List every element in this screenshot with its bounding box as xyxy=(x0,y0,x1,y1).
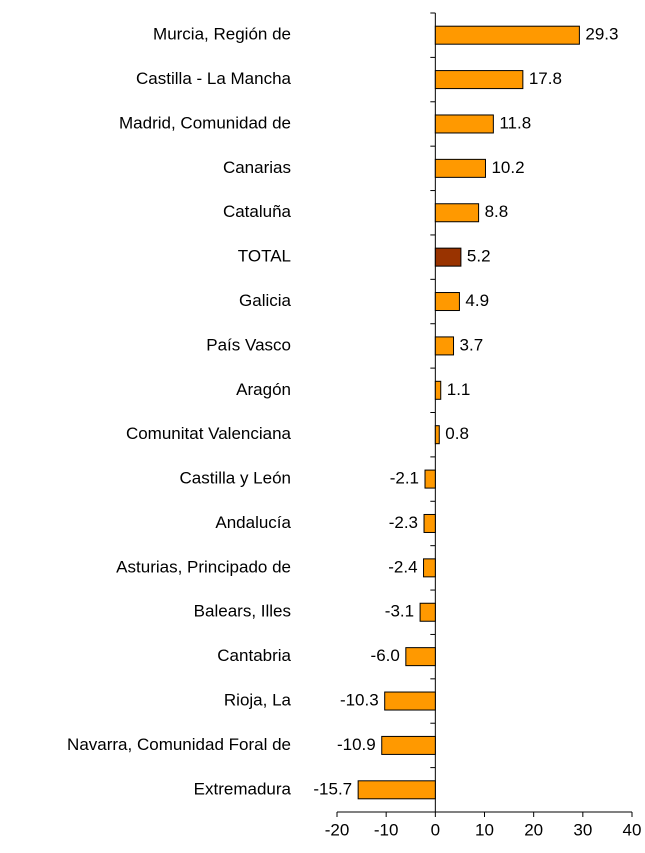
category-label: País Vasco xyxy=(206,335,291,354)
bar xyxy=(434,425,440,445)
bar xyxy=(434,158,486,178)
value-label: 4.9 xyxy=(465,291,489,310)
category-label: Rioja, La xyxy=(224,691,292,710)
bar xyxy=(424,469,436,489)
value-label: -3.1 xyxy=(385,602,414,621)
x-tick-label: 30 xyxy=(573,820,592,839)
value-label: 29.3 xyxy=(585,25,618,44)
bar xyxy=(434,247,462,267)
bar xyxy=(357,780,436,800)
category-label: Madrid, Comunidad de xyxy=(119,113,291,132)
value-label: 17.8 xyxy=(529,69,562,88)
bar xyxy=(434,380,442,400)
category-label: Navarra, Comunidad Foral de xyxy=(67,735,291,754)
bar xyxy=(405,647,436,667)
value-label: 3.7 xyxy=(460,335,484,354)
bar xyxy=(434,292,460,312)
category-label: Castilla y León xyxy=(179,469,291,488)
category-label: Asturias, Principado de xyxy=(116,557,291,576)
category-label: Extremadura xyxy=(194,779,292,798)
bar xyxy=(384,691,436,711)
bar xyxy=(434,25,580,45)
x-tick-label: 20 xyxy=(524,820,543,839)
category-label: Castilla - La Mancha xyxy=(136,69,292,88)
value-label: -2.4 xyxy=(388,557,417,576)
bar xyxy=(381,735,436,755)
category-label: Canarias xyxy=(223,158,291,177)
category-label: Cantabria xyxy=(217,646,291,665)
x-tick-label: 0 xyxy=(431,820,440,839)
value-label: -15.7 xyxy=(313,779,352,798)
value-label: 8.8 xyxy=(485,202,509,221)
bar xyxy=(434,203,480,223)
x-tick-label: 40 xyxy=(623,820,642,839)
category-label: Cataluña xyxy=(223,202,292,221)
category-label: Comunitat Valenciana xyxy=(126,424,292,443)
x-tick-label: -10 xyxy=(374,820,399,839)
value-label: 11.8 xyxy=(499,113,531,132)
value-label: -10.3 xyxy=(340,691,379,710)
category-label: Andalucía xyxy=(215,513,291,532)
bar xyxy=(434,336,455,356)
x-tick-label: 10 xyxy=(475,820,494,839)
value-label: -10.9 xyxy=(337,735,376,754)
value-label: -2.1 xyxy=(390,469,419,488)
value-label: 0.8 xyxy=(445,424,469,443)
x-tick-label: -20 xyxy=(325,820,350,839)
category-label: TOTAL xyxy=(238,247,291,266)
category-label: Balears, Illes xyxy=(194,602,291,621)
value-label: 1.1 xyxy=(447,380,471,399)
bar xyxy=(434,114,494,134)
bar xyxy=(434,70,524,90)
category-label: Murcia, Región de xyxy=(153,25,291,44)
value-label: -2.3 xyxy=(389,513,418,532)
bar xyxy=(419,602,436,622)
category-label: Galicia xyxy=(239,291,292,310)
bar xyxy=(423,513,436,533)
bar xyxy=(423,558,436,578)
value-label: 5.2 xyxy=(467,247,491,266)
category-label: Aragón xyxy=(236,380,291,399)
value-label: 10.2 xyxy=(491,158,524,177)
value-label: -6.0 xyxy=(371,646,400,665)
